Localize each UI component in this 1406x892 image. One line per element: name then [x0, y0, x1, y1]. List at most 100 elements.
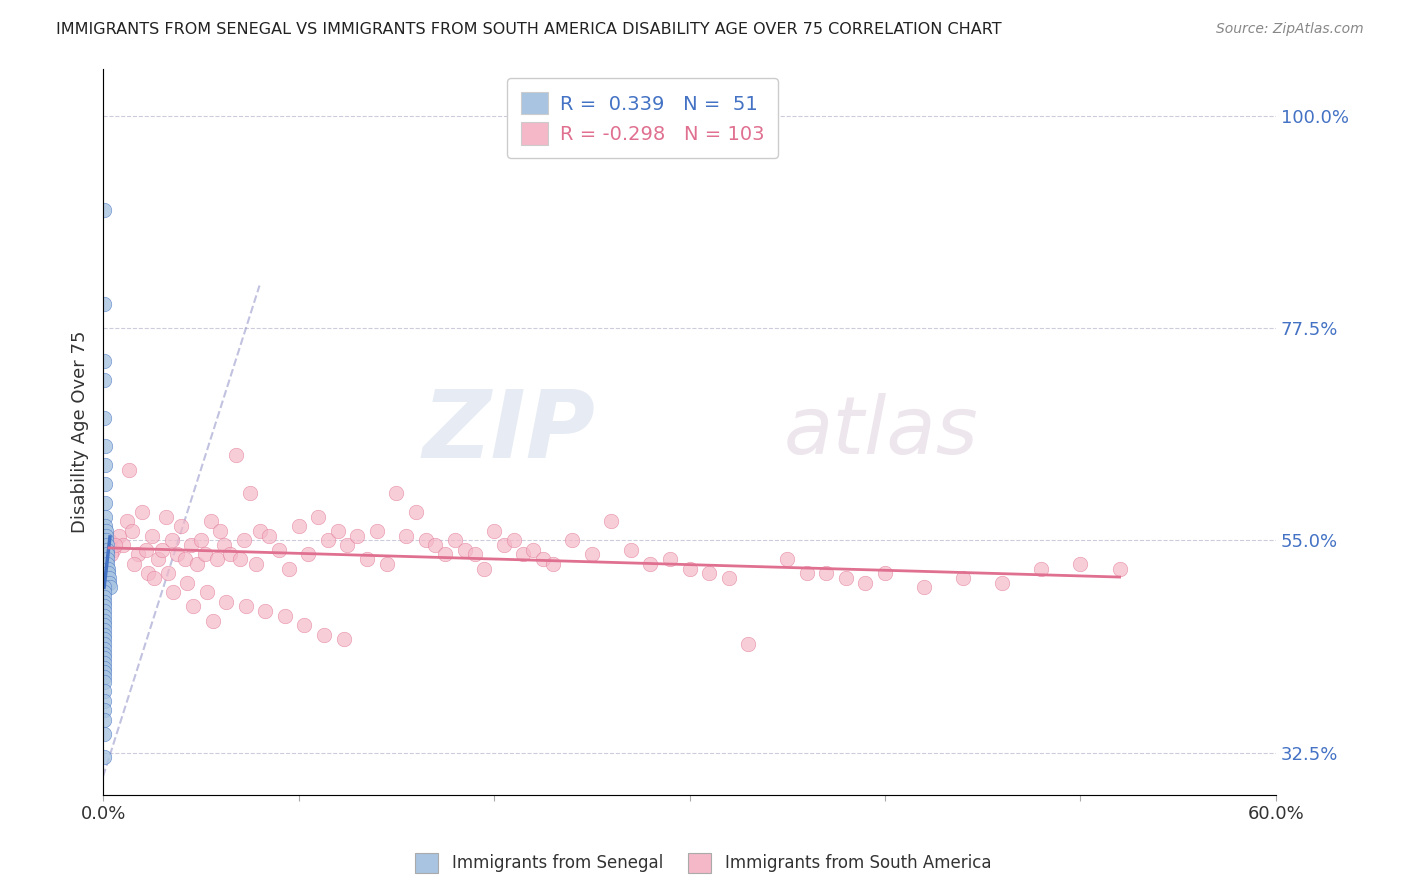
- Point: [659, 552, 682, 566]
- Point: [98, 581, 121, 595]
- Point: [93, 684, 115, 698]
- Point: [464, 548, 486, 562]
- Point: [444, 533, 467, 548]
- Point: [97, 566, 120, 581]
- Point: [697, 566, 720, 581]
- Legend: R =  0.339   N =  51, R = -0.298   N = 103: R = 0.339 N = 51, R = -0.298 N = 103: [508, 78, 778, 158]
- Point: [93, 618, 115, 632]
- Point: [316, 533, 339, 548]
- Point: [180, 538, 202, 552]
- Point: [94, 476, 117, 491]
- Point: [96, 557, 118, 571]
- Point: [135, 542, 157, 557]
- Point: [502, 533, 524, 548]
- Point: [405, 505, 427, 519]
- Point: [952, 571, 974, 585]
- Point: [93, 665, 115, 680]
- Point: [127, 548, 149, 562]
- Point: [194, 548, 217, 562]
- Point: [356, 552, 378, 566]
- Point: [93, 594, 115, 608]
- Point: [107, 528, 129, 542]
- Point: [181, 599, 204, 614]
- Point: [346, 528, 368, 542]
- Point: [146, 552, 169, 566]
- Point: [93, 727, 115, 741]
- Point: [93, 694, 115, 708]
- Point: [482, 524, 505, 538]
- Point: [174, 552, 197, 566]
- Point: [93, 703, 115, 717]
- Point: [235, 599, 257, 614]
- Point: [600, 515, 623, 529]
- Point: [93, 585, 115, 599]
- Point: [239, 486, 262, 500]
- Point: [93, 632, 115, 647]
- Point: [93, 410, 115, 425]
- Point: [93, 297, 115, 311]
- Point: [93, 647, 115, 661]
- Point: [200, 515, 222, 529]
- Point: [581, 548, 603, 562]
- Point: [93, 623, 115, 637]
- Point: [267, 542, 290, 557]
- Point: [96, 538, 118, 552]
- Point: [297, 548, 319, 562]
- Point: [97, 561, 120, 575]
- Text: atlas: atlas: [783, 392, 979, 471]
- Point: [104, 538, 127, 552]
- Point: [93, 656, 115, 670]
- Point: [94, 533, 117, 548]
- Point: [93, 458, 115, 472]
- Point: [195, 585, 218, 599]
- Point: [94, 519, 117, 533]
- Point: [375, 557, 398, 571]
- Point: [531, 552, 554, 566]
- Point: [94, 524, 117, 538]
- Point: [395, 528, 418, 542]
- Point: [111, 538, 134, 552]
- Point: [640, 557, 662, 571]
- Legend: Immigrants from Senegal, Immigrants from South America: Immigrants from Senegal, Immigrants from…: [408, 847, 998, 880]
- Point: [98, 575, 121, 590]
- Point: [678, 561, 700, 575]
- Point: [225, 449, 247, 463]
- Point: [96, 548, 118, 562]
- Point: [434, 548, 457, 562]
- Point: [873, 566, 896, 581]
- Point: [96, 542, 118, 557]
- Point: [93, 750, 115, 764]
- Point: [259, 528, 281, 542]
- Point: [336, 538, 359, 552]
- Point: [96, 552, 118, 566]
- Text: Source: ZipAtlas.com: Source: ZipAtlas.com: [1216, 22, 1364, 37]
- Point: [717, 571, 740, 585]
- Point: [561, 533, 583, 548]
- Point: [332, 632, 354, 647]
- Point: [150, 542, 173, 557]
- Point: [141, 528, 163, 542]
- Point: [366, 524, 388, 538]
- Point: [737, 637, 759, 651]
- Point: [93, 604, 115, 618]
- Point: [294, 618, 316, 632]
- Point: [170, 519, 193, 533]
- Point: [176, 575, 198, 590]
- Point: [492, 538, 515, 552]
- Point: [115, 515, 138, 529]
- Point: [93, 641, 115, 656]
- Point: [274, 608, 297, 623]
- Point: [186, 557, 208, 571]
- Point: [93, 599, 115, 614]
- Point: [190, 533, 212, 548]
- Point: [98, 571, 121, 585]
- Point: [912, 581, 935, 595]
- Point: [991, 575, 1014, 590]
- Point: [101, 542, 124, 557]
- Point: [232, 533, 254, 548]
- Point: [1031, 561, 1053, 575]
- Point: [117, 462, 139, 476]
- Point: [93, 713, 115, 727]
- Point: [155, 509, 177, 524]
- Point: [307, 509, 329, 524]
